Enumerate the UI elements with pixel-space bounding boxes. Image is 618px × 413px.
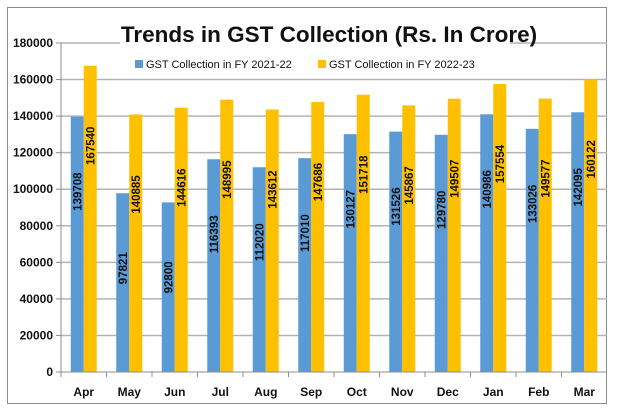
bar-fy2021-22-jun (161, 202, 175, 372)
bar-fy2022-23-oct (356, 94, 370, 373)
data-label: 116393 (209, 215, 221, 253)
data-label: 142095 (573, 167, 585, 206)
data-label: 149507 (449, 160, 461, 198)
y-tick-label: 0 (46, 365, 53, 379)
y-tick-label: 80000 (20, 219, 54, 233)
gridlines (56, 42, 607, 373)
bar-fy2022-23-feb (538, 98, 552, 373)
bar-fy2022-23-jun (174, 107, 188, 373)
bar-fy2022-23-jul (220, 99, 234, 372)
bar-fy2021-22-mar (571, 112, 585, 372)
data-label: 112020 (254, 223, 266, 261)
data-label: 157554 (495, 144, 507, 183)
bar-fy2021-22-jul (207, 159, 221, 372)
y-tick-label: 160000 (13, 73, 53, 87)
data-label: 140986 (482, 170, 494, 208)
x-tick-label: Oct (347, 385, 367, 399)
legend-label-fy2021-22: GST Collection in FY 2021-22 (146, 59, 292, 71)
data-label: 147686 (313, 163, 325, 201)
data-label: 117010 (300, 214, 312, 252)
bar-fy2022-23-sep (311, 102, 325, 373)
bar-fy2021-22-feb (525, 128, 539, 372)
y-tick-labels: 0 20000 40000 60000 80000 100000 120000 140000 1… (13, 36, 53, 379)
data-label: 145867 (404, 166, 416, 204)
chart-title: Trends in GST Collection (Rs. In Crore) (121, 22, 537, 47)
bar-fy2022-23-dec (447, 98, 461, 372)
y-tick-label: 20000 (20, 328, 54, 342)
legend-swatch-fy2022-23 (318, 60, 326, 68)
x-tick-label: Jul (212, 385, 229, 399)
legend-label-fy2022-23: GST Collection in FY 2022-23 (329, 59, 475, 71)
bars (70, 65, 598, 373)
x-tick-label: Jun (164, 385, 185, 399)
y-tick-label: 60000 (20, 255, 54, 269)
data-label: 139708 (72, 172, 84, 211)
data-label: 148995 (222, 160, 234, 199)
x-tick-label: Jan (483, 385, 504, 399)
x-tick-label: Aug (254, 385, 277, 399)
data-label: 160122 (586, 140, 598, 178)
bar-fy2021-22-oct (343, 134, 357, 372)
axes (60, 43, 607, 377)
x-tick-labels: Apr May Jun Jul Aug Sep Oct Nov Dec Jan Feb Mar (73, 385, 595, 399)
bar-fy2022-23-jan (493, 84, 507, 372)
y-tick-label: 180000 (13, 36, 53, 50)
data-label: 97821 (118, 252, 130, 285)
bar-fy2022-23-apr (83, 65, 97, 372)
data-label: 131526 (391, 187, 403, 225)
data-label: 167540 (85, 127, 97, 165)
data-label: 144616 (176, 168, 188, 206)
y-tick-label: 120000 (13, 146, 53, 160)
data-label: 140885 (131, 175, 143, 214)
x-tick-label: May (118, 385, 142, 399)
bar-fy2022-23-nov (402, 105, 416, 372)
data-label: 92800 (163, 261, 175, 293)
bar-fy2022-23-may (129, 114, 143, 372)
legend-swatch-fy2021-22 (135, 60, 143, 68)
y-tick-label: 40000 (20, 292, 54, 306)
data-label: 130127 (345, 190, 357, 228)
y-tick-label: 140000 (13, 109, 53, 123)
x-tick-label: Apr (73, 385, 94, 399)
chart-frame (7, 7, 607, 404)
data-label: 133026 (527, 185, 539, 223)
data-label: 151718 (358, 155, 370, 194)
x-tick-label: Feb (528, 385, 549, 399)
bar-fy2022-23-mar (584, 79, 598, 372)
x-tick-label: Dec (437, 385, 459, 399)
bar-fy2021-22-apr (70, 116, 84, 372)
legend: GST Collection in FY 2021-22 GST Collect… (135, 59, 475, 71)
bar-fy2021-22-jan (480, 114, 494, 372)
data-label: 129780 (436, 191, 448, 229)
bar-fy2021-22-nov (389, 131, 403, 372)
x-tick-label: Mar (574, 385, 596, 399)
y-tick-label: 100000 (13, 182, 53, 196)
title-background (120, 22, 510, 46)
bar-fy2021-22-sep (298, 158, 312, 372)
bar-fy2021-22-aug (252, 167, 266, 372)
bar-fy2022-23-aug (265, 109, 279, 372)
data-label: 143612 (267, 170, 279, 208)
x-tick-label: Sep (300, 385, 322, 399)
bar-fy2021-22-dec (434, 134, 448, 372)
x-tick-label: Nov (391, 385, 414, 399)
bar-fy2021-22-may (116, 193, 130, 372)
data-label: 149577 (540, 159, 552, 197)
